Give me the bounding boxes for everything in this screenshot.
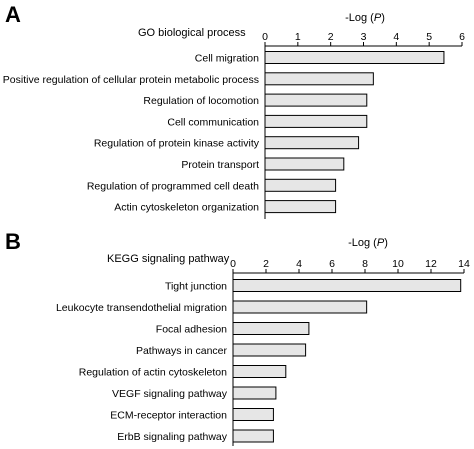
panel-b-tick-label: 0	[230, 258, 236, 270]
panel-a-bar	[264, 114, 368, 128]
panel-a-category-label: Regulation of locomotion	[143, 95, 259, 107]
panel-b-x-axis-prefix: -Log (	[348, 237, 377, 249]
panel-a-tick-label: 6	[459, 31, 465, 43]
panel-a-category-label: Regulation of programmed cell death	[87, 180, 259, 192]
panel-a-category-label: Positive regulation of cellular protein …	[3, 74, 259, 86]
panel-b-category-label: Pathways in cancer	[136, 345, 228, 357]
panel-b-category-label: Leukocyte transendothelial migration	[56, 302, 227, 314]
panel-b-tick-label: 8	[362, 258, 368, 270]
panel-a-x-axis-title: -Log (P)	[345, 12, 385, 24]
panel-b-tick-label: 14	[458, 258, 470, 270]
panel-b-category-label: VEGF signaling pathway	[112, 388, 228, 400]
panel-b-category-header: KEGG signaling pathway	[107, 253, 230, 265]
panel-b-x-axis-var: P	[377, 237, 385, 249]
panel-b-category-label: Focal adhesion	[156, 324, 227, 336]
panel-a-x-axis-var: P	[374, 12, 382, 24]
panel-b-bar	[232, 408, 274, 421]
panel-a-x-axis-suffix: )	[381, 12, 385, 24]
panel-a-category-label: Regulation of protein kinase activity	[94, 138, 260, 150]
panel-b-category-labels: Tight junction Leukocyte transendothelial…	[56, 281, 228, 444]
panel-a-category-label: Protein transport	[181, 159, 259, 171]
panel-a-ticks: 0 1 2 3 4 5 6	[262, 31, 465, 46]
panel-b-bar	[232, 279, 462, 292]
panel-b-ticks: 0 2 4 6 8 10 12 14	[230, 258, 470, 273]
panel-a-category-header: GO biological process	[138, 27, 246, 39]
panel-a-category-label: Actin cytoskeleton organization	[114, 202, 259, 214]
panel-a-bar	[264, 136, 360, 150]
panel-a-category-label: Cell communication	[167, 116, 259, 128]
panel-b-category-label: Regulation of actin cytoskeleton	[79, 367, 227, 379]
panel-a-bar	[264, 157, 345, 171]
panel-b-category-label: Tight junction	[165, 281, 227, 293]
panel-a-x-axis-prefix: -Log (	[345, 12, 374, 24]
panel-a-bar	[264, 178, 337, 192]
panel-a-tick-label: 3	[361, 31, 367, 43]
panel-b-bar	[232, 365, 287, 378]
panel-b-bar	[232, 386, 277, 400]
panel-b-bar	[232, 300, 368, 314]
panel-a-bar	[264, 51, 445, 64]
panel-a-bar	[264, 72, 374, 86]
panel-b-category-label: ECM-receptor interaction	[110, 410, 227, 422]
panel-a-tick-label: 2	[328, 31, 334, 43]
panel-a-category-label: Cell migration	[195, 53, 259, 65]
panel-b-bar	[232, 429, 274, 443]
panel-a-chart: A GO biological process -Log (P) 0 1 2 3 4 5 6…	[3, 2, 465, 219]
panel-a-tick-label: 5	[426, 31, 432, 43]
panel-b-x-axis-suffix: )	[384, 237, 388, 249]
panel-b-chart: B KEGG signaling pathway -Log (P) 0 2 4 6 8 1…	[5, 229, 470, 446]
panel-a-bar	[264, 200, 337, 214]
panel-a-tick-label: 0	[262, 31, 268, 43]
panel-a-bar	[264, 93, 368, 107]
panel-b-bars	[232, 279, 462, 443]
panel-b-tick-label: 12	[425, 258, 437, 270]
panel-a-tick-label: 4	[393, 31, 399, 43]
panel-b-tick-label: 4	[296, 258, 302, 270]
panel-a-letter: A	[5, 2, 21, 27]
panel-b-x-axis-title: -Log (P)	[348, 237, 388, 249]
panel-a-category-labels: Cell migration Positive regulation of cel…	[3, 53, 260, 214]
panel-b-bar	[232, 322, 310, 335]
panel-b-category-label: ErbB signaling pathway	[117, 431, 227, 443]
panel-a-bars	[264, 51, 445, 214]
panel-b-tick-label: 6	[329, 258, 335, 270]
panel-b-bar	[232, 343, 307, 357]
panel-b-letter: B	[5, 229, 21, 254]
panel-b-tick-label: 2	[263, 258, 269, 270]
panel-b-tick-label: 10	[392, 258, 404, 270]
panel-a-tick-label: 1	[295, 31, 301, 43]
